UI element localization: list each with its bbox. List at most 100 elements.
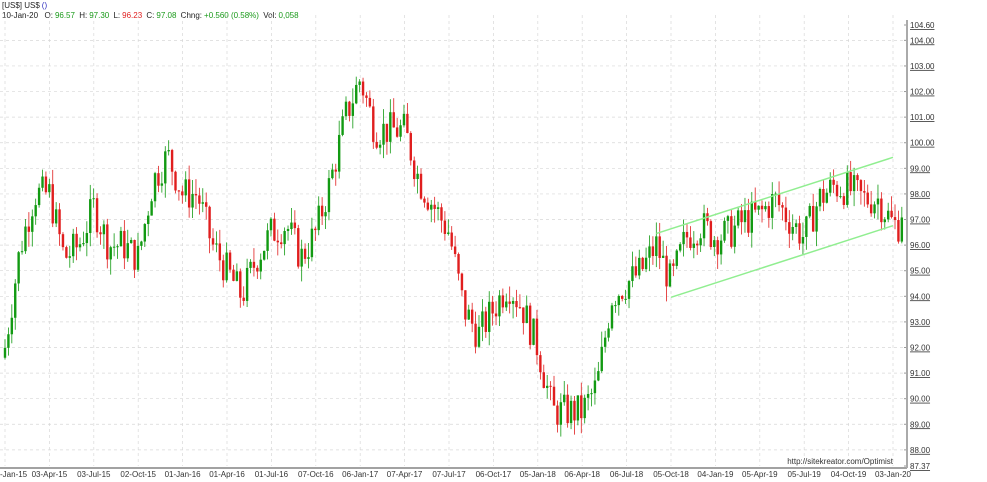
candle-body [378, 144, 382, 148]
candle-body [771, 194, 774, 218]
y-tick-label: 101.00 [910, 113, 935, 122]
candle-body [621, 295, 624, 299]
candle-body [832, 179, 835, 185]
change-value: +0.560 (0.58%) [204, 11, 259, 20]
candle-body [126, 243, 129, 259]
candle-body [818, 189, 822, 207]
candle-body [157, 173, 160, 186]
x-tick-label: -Jan-15 [0, 470, 28, 479]
x-tick-label: 01-Jan-16 [165, 470, 202, 479]
candle-body [37, 187, 41, 206]
candle-body [184, 179, 187, 196]
candle-body [368, 97, 372, 107]
candle-body [225, 252, 228, 281]
candle-body [886, 210, 890, 220]
candle-body [382, 123, 385, 145]
candle-body [341, 116, 344, 135]
y-tick-label: 88.00 [910, 446, 931, 455]
low-value: 96.23 [122, 11, 143, 20]
candle-body [890, 210, 893, 218]
candle-body [7, 334, 10, 348]
candle-body [89, 199, 92, 234]
candle-body [869, 204, 873, 214]
candle-body [310, 228, 314, 258]
candle-body [505, 301, 508, 308]
candle-body [426, 202, 430, 210]
candle-body [228, 252, 232, 270]
x-tick-label: 03-Jan-20 [875, 470, 912, 479]
watermark: http://sitekreator.com/Optimist [787, 457, 894, 466]
high-value: 97.30 [89, 11, 110, 20]
candle-body [638, 257, 641, 276]
candle-body [17, 252, 20, 284]
candle-body [777, 193, 781, 206]
candle-body [610, 305, 614, 329]
candle-body [242, 297, 245, 301]
candle-body [754, 201, 757, 210]
change-label: Chng: [180, 11, 203, 20]
symbol-paren: () [41, 1, 48, 10]
x-tick-label: 01-Apr-16 [209, 470, 245, 479]
candle-body [266, 230, 269, 251]
x-tick-label: 05-Apr-19 [742, 470, 778, 479]
candle-body [170, 150, 174, 172]
candle-body [525, 305, 528, 324]
candle-body [65, 247, 68, 258]
candle-body [713, 240, 716, 248]
x-tick-label: 04-Jan-19 [697, 470, 734, 479]
open-value: 96.57 [54, 11, 75, 20]
y-tick-label: 102.00 [910, 88, 935, 97]
candle-body [576, 395, 580, 421]
candle-body [556, 405, 559, 425]
candle-body [129, 239, 133, 244]
candle-body [41, 176, 44, 188]
x-tick-label: 03-Jul-15 [77, 470, 111, 479]
candle-body [726, 216, 730, 221]
x-tick-label: 07-Oct-16 [298, 470, 334, 479]
open-label: O: [44, 11, 53, 20]
candle-body [443, 220, 447, 234]
candle-body [358, 81, 361, 85]
candle-body [678, 244, 682, 251]
candle-body [20, 251, 24, 253]
candle-body [68, 256, 71, 258]
candle-body [631, 266, 634, 282]
candle-body [484, 311, 488, 332]
candle-body [522, 307, 525, 324]
candle-body [590, 393, 593, 395]
candle-body [269, 218, 273, 231]
candle-body [597, 371, 600, 381]
candle-body [150, 201, 153, 216]
candle-body [716, 240, 719, 255]
candle-body [852, 175, 856, 192]
candle-body [488, 301, 491, 332]
candle-body [873, 204, 876, 214]
candle-body [508, 301, 511, 304]
candle-body [334, 169, 337, 172]
candle-body [583, 397, 586, 419]
candle-body [136, 245, 140, 270]
candle-body [624, 298, 627, 300]
candle-body [846, 172, 849, 205]
candle-body [696, 243, 699, 246]
candle-body [689, 237, 692, 248]
candle-body [320, 205, 324, 217]
candle-body [614, 305, 617, 307]
candle-body [262, 250, 266, 260]
candle-body [682, 231, 685, 245]
candle-body [351, 103, 355, 116]
candle-body [440, 207, 443, 221]
y-tick-label: 87.37 [910, 462, 931, 471]
candle-body [849, 172, 852, 192]
candle-body [413, 160, 416, 180]
candle-body [34, 205, 37, 217]
candle-body [194, 193, 198, 196]
y-tick-label: 104.60 [910, 21, 935, 30]
candle-body [539, 355, 542, 373]
candle-body [218, 243, 222, 261]
candle-body [58, 209, 61, 235]
candle-body [256, 267, 259, 272]
candle-body [757, 205, 760, 210]
candle-body [27, 226, 31, 232]
